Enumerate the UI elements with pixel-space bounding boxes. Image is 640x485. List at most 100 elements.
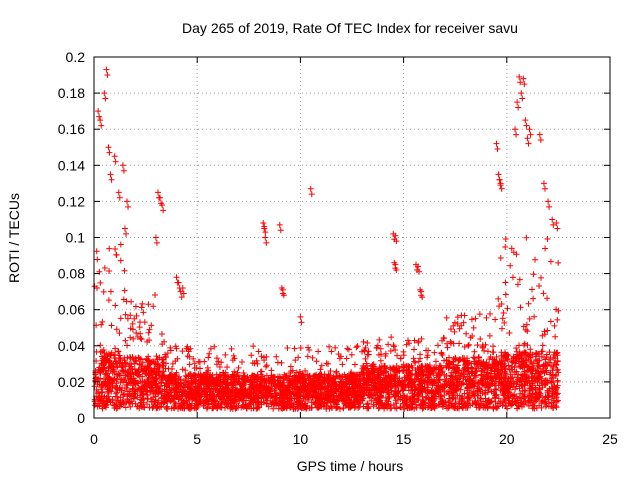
data-point xyxy=(293,369,300,376)
data-point xyxy=(145,301,152,308)
data-point xyxy=(388,334,395,341)
data-point xyxy=(228,345,235,352)
data-point xyxy=(104,390,111,397)
data-point xyxy=(186,361,193,368)
data-point xyxy=(211,343,218,350)
data-point xyxy=(291,395,298,402)
data-point xyxy=(468,316,475,323)
data-point xyxy=(495,295,502,302)
data-point xyxy=(93,248,100,255)
data-point xyxy=(131,365,138,372)
data-point xyxy=(179,348,186,355)
data-point xyxy=(163,380,170,387)
data-point xyxy=(107,399,114,406)
data-point xyxy=(354,343,361,350)
data-point xyxy=(291,377,298,384)
data-point xyxy=(287,404,294,411)
data-point xyxy=(220,369,227,376)
data-point xyxy=(101,402,108,409)
data-point xyxy=(451,328,458,335)
data-point xyxy=(152,396,159,403)
data-point xyxy=(525,300,532,307)
data-point xyxy=(182,377,189,384)
data-point xyxy=(155,372,162,379)
data-point xyxy=(156,362,163,369)
data-point xyxy=(152,378,159,385)
data-point xyxy=(385,341,392,348)
data-point xyxy=(123,398,130,405)
data-point xyxy=(205,382,212,389)
data-point xyxy=(102,95,109,102)
data-point xyxy=(158,378,165,385)
data-point xyxy=(541,185,548,192)
data-point xyxy=(157,194,164,201)
data-point xyxy=(313,358,320,365)
data-point xyxy=(186,370,193,377)
data-point xyxy=(112,345,119,352)
data-point xyxy=(113,389,120,396)
data-point xyxy=(197,365,204,372)
data-point xyxy=(197,381,204,388)
data-point xyxy=(213,371,220,378)
y-tick-label: 0 xyxy=(77,410,85,426)
data-point xyxy=(494,146,501,153)
data-point xyxy=(248,352,255,359)
data-point xyxy=(239,358,246,365)
data-point xyxy=(164,350,171,357)
data-point xyxy=(198,391,205,398)
data-point xyxy=(338,396,345,403)
data-point xyxy=(127,325,134,332)
data-point xyxy=(158,356,165,363)
data-point xyxy=(519,95,526,102)
data-point xyxy=(158,330,165,337)
data-point xyxy=(111,404,118,411)
data-point xyxy=(97,117,104,124)
data-point xyxy=(118,387,125,394)
data-point xyxy=(345,404,352,411)
y-tick-label: 0.14 xyxy=(58,157,85,173)
data-point xyxy=(115,189,122,196)
data-point xyxy=(134,333,141,340)
data-point xyxy=(116,359,123,366)
y-tick-label: 0.08 xyxy=(58,266,85,282)
data-point xyxy=(96,364,103,371)
data-point xyxy=(121,225,128,232)
data-point xyxy=(456,340,463,347)
y-tick-label: 0.06 xyxy=(58,302,85,318)
data-point xyxy=(145,363,152,370)
data-point xyxy=(308,399,315,406)
y-tick-label: 0.18 xyxy=(58,85,85,101)
data-point xyxy=(190,355,197,362)
x-tick-label: 15 xyxy=(396,431,412,447)
data-point xyxy=(91,283,98,290)
data-point xyxy=(130,335,137,342)
data-point xyxy=(333,401,340,408)
data-point xyxy=(246,400,253,407)
data-point xyxy=(376,336,383,343)
data-point xyxy=(506,329,513,336)
data-point xyxy=(154,189,161,196)
data-point xyxy=(339,389,346,396)
data-point xyxy=(106,245,113,252)
data-point xyxy=(215,358,222,365)
data-point xyxy=(144,338,151,345)
data-point xyxy=(132,303,139,310)
data-point xyxy=(333,368,340,375)
data-point xyxy=(263,362,270,369)
data-point xyxy=(487,310,494,317)
data-point xyxy=(216,364,223,371)
data-point xyxy=(159,369,166,376)
data-point xyxy=(542,245,549,252)
data-point xyxy=(333,382,340,389)
data-point xyxy=(115,348,122,355)
data-point xyxy=(295,354,302,361)
data-point xyxy=(184,343,191,350)
data-point xyxy=(131,391,138,398)
data-point xyxy=(150,388,157,395)
data-point xyxy=(148,322,155,329)
data-point xyxy=(172,372,179,379)
data-point xyxy=(151,292,158,299)
data-point xyxy=(99,318,106,325)
data-point xyxy=(250,394,257,401)
data-point xyxy=(328,348,335,355)
